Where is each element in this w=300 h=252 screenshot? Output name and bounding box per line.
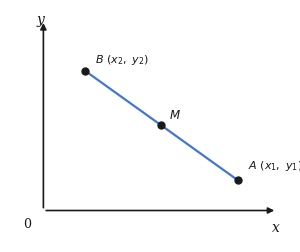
- Text: $A\ (x_1,\ y_1)$: $A\ (x_1,\ y_1)$: [248, 159, 300, 172]
- Text: x: x: [272, 220, 280, 234]
- Text: 0: 0: [23, 217, 32, 230]
- Text: $B\ (x_2,\ y_2)$: $B\ (x_2,\ y_2)$: [95, 53, 149, 67]
- Text: $M$: $M$: [169, 109, 181, 122]
- Text: y: y: [37, 13, 45, 27]
